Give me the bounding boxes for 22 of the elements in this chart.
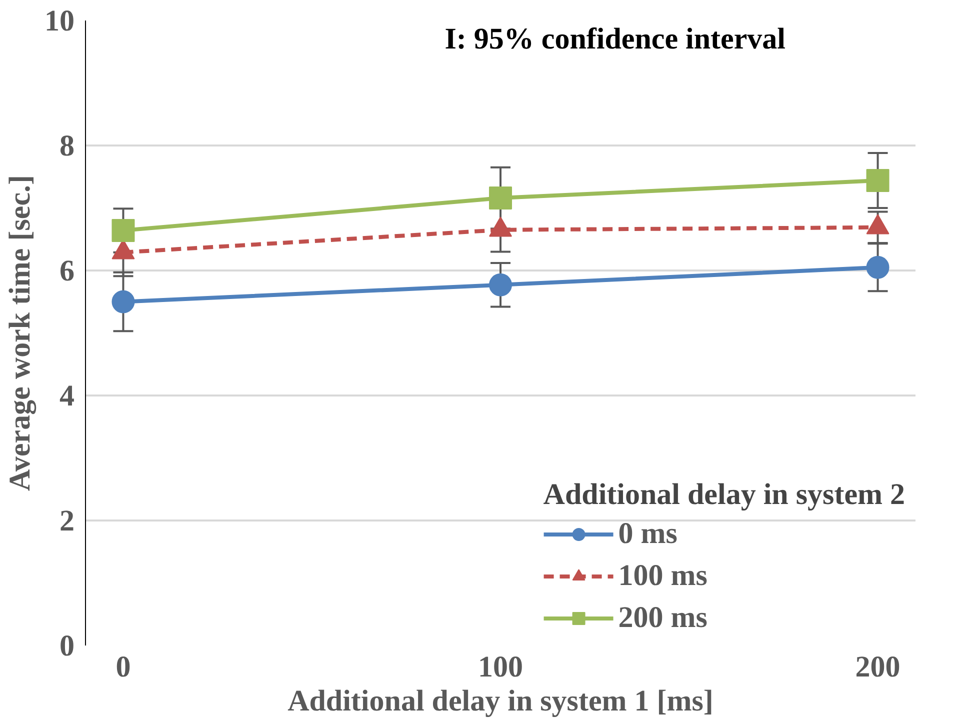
y-tick-label: 4: [60, 380, 74, 412]
y-tick-label: 8: [60, 130, 74, 162]
y-tick-label: 2: [60, 504, 74, 538]
x-tick-label: 0: [116, 650, 131, 684]
point: [866, 256, 890, 279]
legend-label: 100 ms: [618, 559, 708, 593]
annotation: I: 95% confidence interval: [444, 22, 786, 56]
point: [489, 273, 512, 296]
x-tick-label: 100: [478, 650, 523, 684]
x-axis-title: Additional delay in system 1 [ms]: [288, 684, 714, 718]
legend-label: 200 ms: [618, 601, 708, 635]
point: [112, 219, 135, 242]
point: [866, 169, 890, 192]
y-tick-label: 0: [60, 630, 74, 662]
x-tick-label: 200: [855, 650, 900, 684]
legend-title: Additional delay in system 2: [543, 478, 905, 512]
y-tick-label: 10: [44, 4, 74, 38]
point: [112, 290, 135, 314]
point: [489, 186, 512, 210]
legend-label: 0 ms: [618, 517, 678, 551]
y-axis-title: Average work time [sec.]: [4, 175, 36, 491]
y-tick-label: 6: [60, 254, 74, 288]
